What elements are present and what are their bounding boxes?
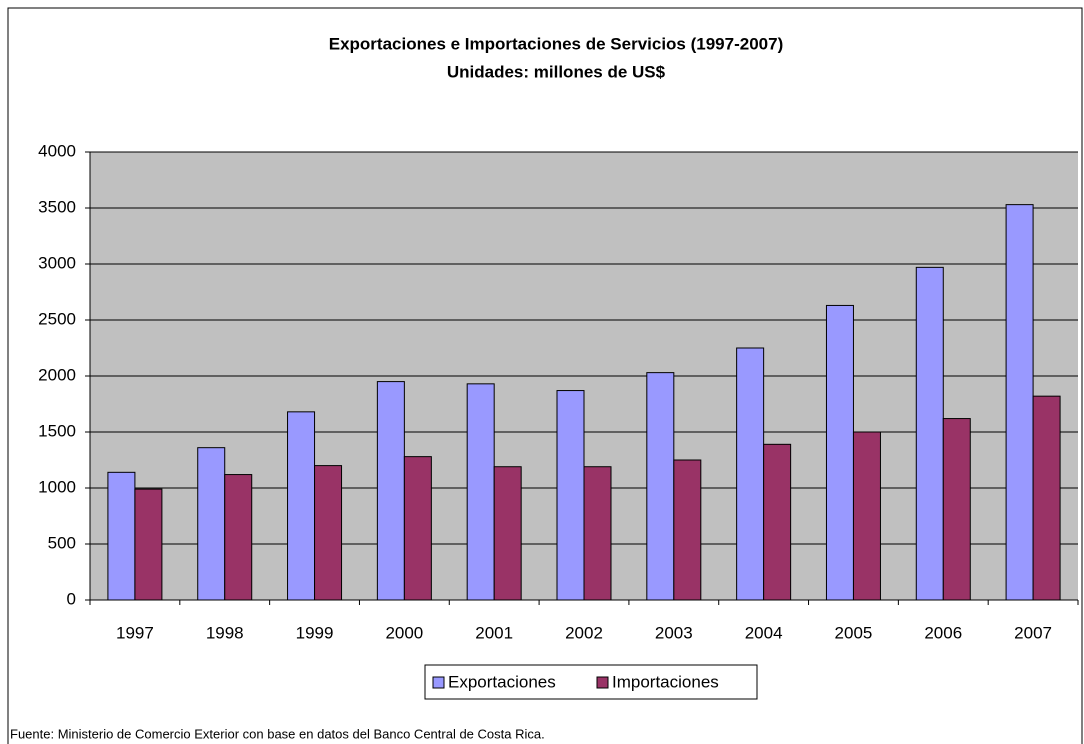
x-tick-label: 2004 — [745, 623, 783, 642]
bar — [915, 266, 944, 601]
y-tick-label: 3000 — [38, 253, 76, 272]
x-tick-label: 1999 — [296, 623, 334, 642]
x-tick-label: 2002 — [565, 623, 603, 642]
x-tick-label: 2005 — [835, 623, 873, 642]
bar — [197, 447, 226, 601]
bar — [287, 411, 316, 601]
bar — [376, 381, 405, 601]
y-tick-label: 2000 — [38, 365, 76, 384]
y-tick-label: 4000 — [38, 141, 76, 160]
bar — [942, 418, 971, 601]
y-tick-label: 0 — [67, 589, 76, 608]
x-tick-label: 2007 — [1014, 623, 1052, 642]
bar — [493, 466, 522, 601]
bar — [736, 347, 765, 601]
bar — [224, 474, 253, 601]
bar — [403, 456, 432, 601]
chart-subtitle: Unidades: millones de US$ — [447, 62, 666, 81]
chart-title: Exportaciones e Importaciones de Servici… — [329, 34, 783, 53]
legend-box — [424, 664, 758, 700]
y-tick-label: 1500 — [38, 421, 76, 440]
source-note: Fuente: Ministerio de Comercio Exterior … — [10, 726, 545, 741]
bar — [825, 304, 854, 601]
bar — [134, 488, 163, 601]
x-tick-label: 1998 — [206, 623, 244, 642]
x-tick-label: 2006 — [924, 623, 962, 642]
y-tick-label: 3500 — [38, 197, 76, 216]
bar — [466, 383, 495, 601]
bar — [556, 390, 585, 601]
bar — [314, 465, 343, 601]
x-tick-label: 1997 — [116, 623, 154, 642]
bar — [107, 471, 136, 601]
bar — [646, 372, 675, 601]
bar — [673, 459, 702, 601]
y-tick-label: 2500 — [38, 309, 76, 328]
x-tick-label: 2000 — [385, 623, 423, 642]
legend-swatch — [432, 676, 445, 689]
x-tick-label: 2003 — [655, 623, 693, 642]
y-tick-label: 1000 — [38, 477, 76, 496]
bar — [1005, 204, 1034, 601]
x-tick-label: 2001 — [475, 623, 513, 642]
y-tick-label: 500 — [48, 533, 76, 552]
legend-label: Exportaciones — [448, 672, 556, 691]
bar — [763, 443, 792, 601]
legend-swatch — [596, 676, 609, 689]
legend-label: Importaciones — [612, 672, 719, 691]
bar — [583, 466, 612, 601]
bar — [852, 431, 881, 601]
bar — [1032, 395, 1061, 601]
